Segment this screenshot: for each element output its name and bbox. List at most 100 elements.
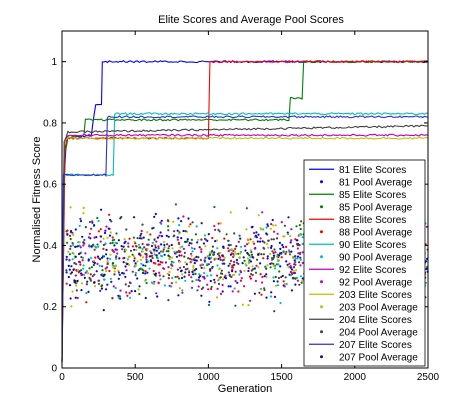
data-point [129,296,132,299]
data-point [153,250,156,253]
data-point [266,264,269,267]
data-point [238,273,241,276]
data-point [281,274,284,277]
data-point [272,238,275,241]
data-point [92,263,95,267]
data-point [146,247,149,251]
data-point [92,243,95,246]
data-point [100,273,103,276]
data-point [105,253,108,256]
legend-label: 88 Pool Average [339,227,413,238]
data-point [101,265,104,268]
data-point [160,243,163,246]
data-point [207,303,211,306]
data-point [255,236,258,239]
data-point [180,220,183,223]
data-point [100,208,103,211]
legend-label: 203 Pool Average [339,302,418,313]
data-point [125,228,128,231]
data-point [195,255,198,258]
data-point [249,249,252,252]
data-point [272,251,275,255]
data-point [238,256,241,259]
data-point [108,213,111,216]
line-90-elite-scores [61,112,429,362]
data-point [134,262,137,265]
data-point [194,259,197,262]
data-point [301,280,304,283]
data-point [151,241,154,244]
data-point [231,290,234,293]
legend-label: 207 Elite Scores [339,340,412,351]
data-point [79,217,82,220]
data-point [176,236,179,239]
data-point [131,253,134,256]
data-point [85,291,88,295]
data-point [179,266,182,269]
data-point [91,275,94,278]
data-point [282,246,285,249]
data-point [126,294,129,297]
data-point [263,241,266,244]
legend-dot-swatch [320,255,323,259]
data-point [177,241,180,244]
x-tick-label: 1000 [197,372,220,383]
data-point [67,250,70,253]
data-point [294,238,297,241]
legend-entry: 207 Pool Average [320,352,418,363]
data-point [237,252,240,255]
data-point [285,282,288,286]
data-point [163,246,166,249]
data-point [136,277,139,280]
data-point [251,273,254,277]
data-point [65,271,68,274]
data-point [259,287,263,290]
data-point [261,275,264,279]
data-point [283,224,286,227]
data-point [200,222,203,225]
data-point [83,276,86,279]
data-point [135,264,138,267]
data-point [260,253,263,256]
data-point [159,260,162,264]
data-point [178,287,181,290]
data-point [171,276,174,280]
data-point [270,244,273,248]
data-point [262,257,265,260]
data-point [153,248,156,251]
data-point [160,235,164,238]
data-point [253,247,256,250]
data-point [275,237,279,240]
data-point [117,294,120,297]
data-point [289,235,292,238]
data-point [299,258,302,261]
data-point [124,283,127,286]
data-point [220,269,223,272]
data-point [124,240,127,243]
data-point [176,229,179,232]
data-point [150,244,154,248]
data-point [278,270,281,273]
data-point [294,277,297,280]
data-point [296,239,299,242]
data-point [70,271,74,274]
legend-label: 92 Pool Average [339,277,413,288]
data-point [148,267,151,270]
data-point [125,263,129,266]
data-point [299,256,302,259]
data-point [200,266,203,269]
data-point [65,230,68,233]
data-point [167,254,170,257]
data-point [301,277,304,280]
data-point [147,260,150,263]
data-point [153,253,156,256]
data-point [151,254,154,257]
data-point [184,279,187,282]
data-point [234,279,237,283]
legend-label: 90 Pool Average [339,252,413,263]
data-point [195,225,198,228]
data-point [181,291,184,294]
data-point [163,267,166,270]
data-point [298,234,301,237]
data-point [249,260,252,263]
